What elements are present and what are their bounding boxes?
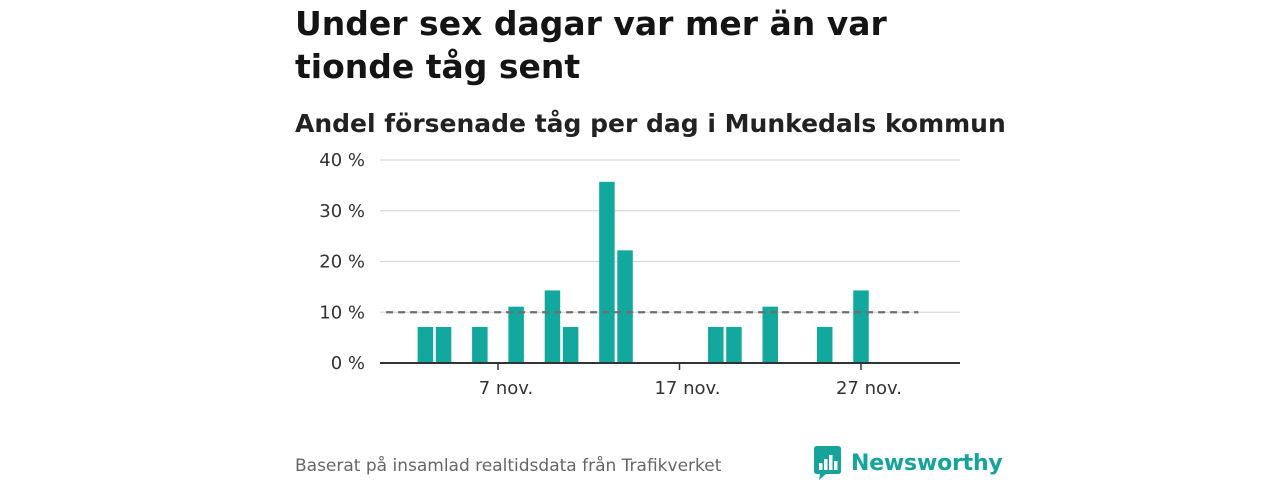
chart-subtitle: Andel försenade tåg per dag i Munkedals … bbox=[295, 109, 1006, 138]
bar bbox=[417, 326, 434, 363]
y-tick-label: 30 % bbox=[319, 201, 365, 222]
bar bbox=[708, 326, 724, 363]
bar bbox=[435, 326, 452, 363]
source-note: Baserat på insamlad realtidsdata från Tr… bbox=[295, 456, 722, 476]
bar bbox=[617, 250, 633, 363]
bar bbox=[544, 290, 561, 363]
brand-name: Newsworthy bbox=[851, 450, 1003, 476]
chart-title: Under sex dagar var mer än var tionde tå… bbox=[295, 4, 887, 86]
x-tick-label: 7 nov. bbox=[479, 378, 534, 399]
bar bbox=[726, 326, 742, 363]
bar bbox=[816, 326, 833, 363]
bar bbox=[472, 326, 488, 363]
bar bbox=[762, 306, 778, 363]
bar bbox=[853, 290, 869, 363]
newsworthy-logo[interactable]: Newsworthy bbox=[814, 446, 1003, 480]
y-tick-label: 0 % bbox=[331, 353, 365, 374]
y-tick-label: 20 % bbox=[319, 252, 365, 273]
x-tick-label: 17 nov. bbox=[654, 378, 720, 399]
bar bbox=[599, 181, 615, 363]
y-tick-label: 10 % bbox=[319, 302, 365, 323]
x-tick-label: 27 nov. bbox=[836, 378, 902, 399]
bar bbox=[508, 306, 524, 363]
y-tick-label: 40 % bbox=[319, 150, 365, 171]
bar bbox=[562, 326, 579, 363]
newsworthy-logo-icon bbox=[814, 446, 841, 480]
